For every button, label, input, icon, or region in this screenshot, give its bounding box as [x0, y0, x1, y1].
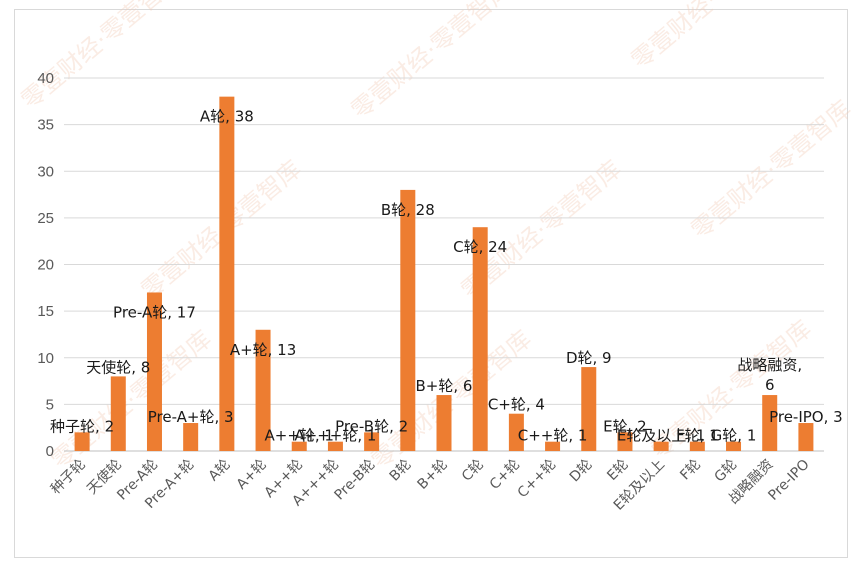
bar — [508, 413, 524, 451]
bar — [581, 367, 597, 451]
bar — [110, 376, 126, 451]
x-tick-label: C++轮 — [515, 457, 560, 502]
data-label: C轮, 24 — [453, 238, 507, 256]
data-label: G轮, 1 — [711, 427, 757, 445]
x-tick-label: E轮 — [604, 457, 631, 484]
bars — [74, 96, 814, 452]
data-label: A+轮, 13 — [230, 341, 296, 359]
bar — [327, 441, 343, 451]
data-label: C+轮, 4 — [488, 396, 545, 414]
y-tick-label: 35 — [37, 117, 54, 134]
data-label: Pre-A轮, 17 — [113, 303, 196, 321]
bar — [762, 395, 778, 451]
data-label: A++轮, 1 — [264, 427, 333, 445]
y-axis-ticks: 0 5 10 15 20 25 30 35 40 — [37, 70, 54, 460]
bar — [364, 432, 380, 451]
data-label: 战略融资, — [737, 356, 802, 374]
bar — [617, 432, 633, 451]
bar — [472, 227, 488, 451]
y-tick-label: 25 — [37, 210, 54, 227]
x-tick-label: Pre-B轮 — [331, 457, 378, 504]
bar — [400, 189, 416, 451]
bar — [689, 441, 705, 451]
bar — [146, 292, 162, 451]
bar — [255, 329, 271, 451]
bar — [219, 96, 235, 452]
watermark-text: 零壹财经·零壹智库 — [626, 0, 797, 75]
data-label: B+轮, 6 — [416, 377, 473, 395]
data-label: C++轮, 1 — [518, 427, 588, 445]
data-label: A轮, 38 — [200, 108, 254, 126]
bar — [183, 423, 199, 451]
bar — [74, 432, 90, 451]
data-label-value: 6 — [765, 376, 775, 394]
data-label: E轮及以上, 1 — [617, 427, 706, 445]
y-tick-label: 0 — [46, 443, 54, 460]
bar — [545, 441, 561, 451]
y-tick-label: 20 — [37, 257, 54, 274]
y-tick-label: 10 — [37, 350, 54, 367]
y-tick-label: 30 — [37, 163, 54, 180]
bar — [291, 441, 307, 451]
x-tick-label: Pre-IPO — [765, 457, 812, 504]
watermark-text: 零壹财经·零壹智库 — [46, 325, 217, 475]
data-label: E轮, 2 — [603, 417, 647, 435]
data-label: B轮, 28 — [381, 201, 435, 219]
data-labels: 种子轮, 2 天使轮, 8 Pre-A轮, 17 Pre-A+轮, 3 A轮, 38 A+… — [50, 108, 843, 445]
watermark-text: 零壹财经·零壹智库 — [346, 0, 517, 125]
data-label: 天使轮, 8 — [86, 358, 150, 376]
bar — [436, 395, 452, 451]
data-label: 种子轮, 2 — [50, 417, 114, 435]
x-tick-label: D轮 — [567, 457, 596, 486]
chart-frame — [14, 9, 848, 558]
data-label: Pre-B轮, 2 — [335, 417, 408, 435]
x-tick-label: C轮 — [459, 457, 487, 485]
y-tick-label: 40 — [37, 70, 54, 87]
watermark-text: 零壹财经·零壹智库 — [16, 0, 187, 115]
bar — [653, 441, 669, 451]
x-tick-label: A轮 — [206, 457, 234, 485]
data-label: Pre-IPO, 3 — [769, 408, 843, 426]
y-tick-label: 15 — [37, 303, 54, 320]
x-tick-label: B+轮 — [415, 457, 451, 493]
bar — [798, 423, 814, 451]
watermark-text: 零壹财经·零壹智库 — [686, 95, 857, 245]
x-tick-label: G轮 — [711, 457, 740, 486]
data-label: F轮, 1 — [676, 427, 719, 445]
data-label: Pre-A+轮, 3 — [148, 408, 234, 426]
bar — [726, 441, 742, 451]
x-tick-label: F轮 — [677, 457, 704, 484]
data-label: A+++轮, 1 — [294, 427, 376, 445]
y-tick-label: 5 — [46, 396, 54, 413]
data-label: D轮, 9 — [566, 349, 612, 367]
